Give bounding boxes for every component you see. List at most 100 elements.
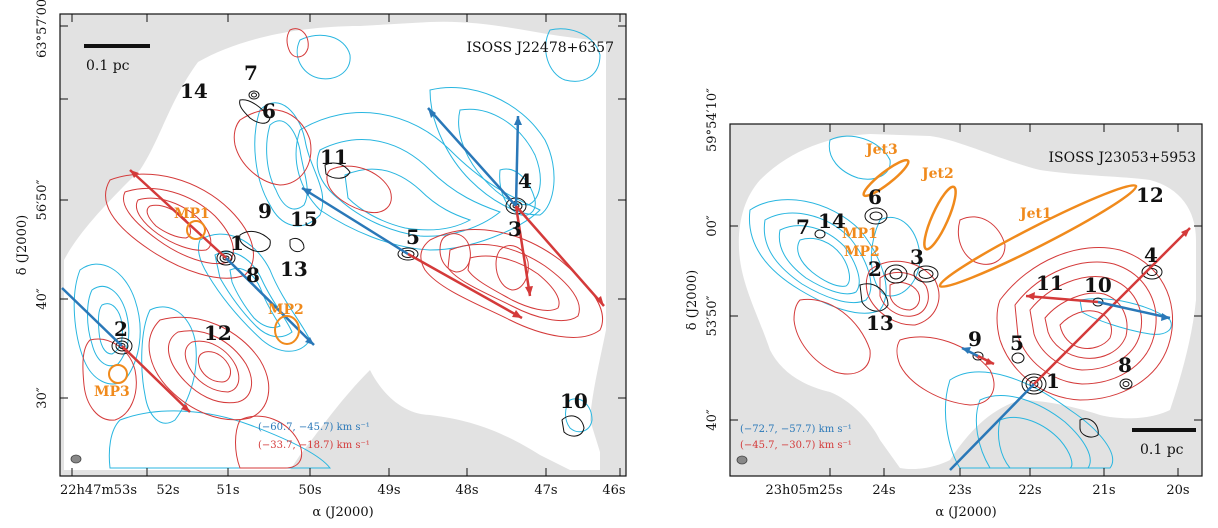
left-beam	[70, 454, 82, 464]
left-mp1-circle	[186, 220, 206, 240]
left-mp3-circle	[108, 364, 128, 384]
left-arrow-red-1b	[129, 169, 227, 259]
left-arrowhead-4a	[428, 108, 436, 118]
left-arrow-red-3b	[514, 205, 532, 297]
right-arrowhead-10a	[1026, 292, 1035, 300]
right-source-name: ISOSS J23053+5953	[1049, 150, 1197, 166]
left-legend-red: (−33.7, −18.7) km s⁻¹	[258, 440, 370, 451]
right-blue-contours	[748, 135, 1172, 469]
left-src-15: 15	[290, 207, 318, 231]
right-src-9: 9	[968, 327, 982, 351]
right-src-4: 4	[1144, 243, 1158, 267]
left-xtick-0: 22h47m53s	[60, 483, 137, 498]
left-yaxis-label: δ (J2000)	[15, 215, 30, 275]
right-src-5: 5	[1010, 331, 1024, 355]
right-src-14: 14	[818, 209, 846, 233]
left-src-6: 6	[262, 99, 276, 123]
left-arrowhead-2b	[181, 404, 190, 412]
right-src-3: 3	[910, 245, 924, 269]
left-xtick-2: 51s	[216, 483, 239, 498]
right-xtick-2: 23s	[948, 483, 971, 498]
left-src-7: 7	[244, 61, 258, 85]
right-xtick-5: 20s	[1166, 483, 1189, 498]
right-ytick-0: 59°54′10″	[705, 88, 720, 152]
left-arrowhead-5a	[302, 188, 312, 196]
left-mp3-label: MP3	[94, 384, 130, 400]
left-ytick-2: 40″	[35, 288, 50, 310]
left-src-9: 9	[258, 199, 272, 223]
right-xtick-0: 23h05m25s	[766, 483, 843, 498]
left-arrowhead-3a	[596, 296, 604, 306]
left-arrowhead-1a	[305, 337, 314, 345]
right-arrow-blue-10b	[1097, 300, 1171, 320]
left-arrowhead-5b	[512, 310, 522, 318]
right-src-11: 11	[1036, 271, 1064, 295]
left-arrow-red-5b	[407, 252, 523, 320]
right-ytick-3: 40″	[705, 409, 720, 431]
right-arrow-red-10a	[1025, 294, 1099, 304]
left-src-1: 1	[230, 231, 244, 255]
right-src-2: 2	[868, 257, 882, 281]
right-xtick-1: 24s	[872, 483, 895, 498]
left-panel: 1 2 3 4 5 6 7 8 9 10 11 12 13 14 15 MP1 …	[15, 0, 627, 520]
left-xaxis-label: α (J2000)	[312, 505, 373, 520]
left-src-3: 3	[508, 217, 522, 241]
right-jet2-ellipse	[923, 185, 957, 251]
left-ytick-3: 30″	[35, 387, 50, 409]
right-arrowhead-1b	[1181, 228, 1190, 237]
left-xtick-7: 46s	[602, 483, 625, 498]
right-jet3-label: Jet3	[864, 142, 898, 158]
right-jet2-label: Jet2	[920, 166, 954, 182]
left-map-region	[64, 21, 606, 471]
right-arrowhead-9b	[985, 358, 994, 365]
right-jet1-ellipse	[938, 184, 1138, 288]
left-src-4: 4	[518, 169, 532, 193]
right-src-1: 1	[1046, 369, 1060, 393]
left-arrowhead-1b	[130, 170, 139, 178]
left-source-labels: 1 2 3 4 5 6 7 8 9 10 11 12 13 14 15 MP1 …	[94, 61, 588, 413]
right-src-8: 8	[1118, 353, 1132, 377]
left-mp2-label: MP2	[268, 302, 304, 318]
right-source-labels: 1 2 3 4 5 6 7 8 9 10 11 12 13 14 MP1 MP2…	[796, 142, 1164, 393]
right-beam	[736, 455, 748, 465]
right-mp1-label: MP1	[842, 226, 878, 242]
right-red-contours	[793, 216, 1174, 406]
right-jets	[862, 158, 1138, 288]
left-src-10: 10	[560, 389, 588, 413]
right-xaxis-label: α (J2000)	[935, 505, 996, 520]
left-source-name: ISOSS J22478+6357	[467, 40, 615, 56]
right-panel: 1 2 3 4 5 6 7 8 9 10 11 12 13 14 MP1 MP2…	[685, 88, 1203, 520]
left-arrowhead-3b	[525, 286, 533, 296]
left-src-11: 11	[320, 145, 348, 169]
left-scale-label: 0.1 pc	[86, 58, 130, 74]
left-src-5: 5	[406, 225, 420, 249]
left-ytick-0: 63°57′00″	[35, 0, 50, 58]
right-yaxis-label: δ (J2000)	[685, 270, 700, 330]
left-arrow-blue-4a	[427, 107, 517, 207]
left-legend-blue: (−60.7, −45.7) km s⁻¹	[258, 422, 370, 433]
left-src-14: 14	[180, 79, 208, 103]
right-map-region	[738, 134, 1196, 470]
left-src-13: 13	[280, 257, 308, 281]
left-arrow-red-3a	[515, 205, 605, 307]
right-mp2-label: MP2	[844, 244, 880, 260]
right-axis-ticks	[730, 124, 1202, 476]
right-arrowhead-10b	[1161, 313, 1170, 321]
left-src-2: 2	[114, 317, 128, 341]
right-xtick-4: 21s	[1092, 483, 1115, 498]
right-ytick-1: 00″	[705, 215, 720, 237]
right-arrowhead-9a	[962, 347, 971, 354]
right-src-12: 12	[1136, 183, 1164, 207]
right-jet1-label: Jet1	[1018, 206, 1052, 222]
right-arrow-blue-1a	[949, 383, 1035, 471]
left-src-8: 8	[246, 263, 260, 287]
right-black-contours	[814, 207, 1163, 438]
left-xtick-4: 49s	[377, 483, 400, 498]
left-xtick-5: 48s	[455, 483, 478, 498]
left-xtick-3: 50s	[298, 483, 321, 498]
left-arrow-red-2b	[121, 345, 191, 413]
left-mp2-ellipse	[274, 315, 300, 345]
left-arrowhead-4b	[514, 116, 522, 125]
left-xtick-6: 47s	[534, 483, 557, 498]
